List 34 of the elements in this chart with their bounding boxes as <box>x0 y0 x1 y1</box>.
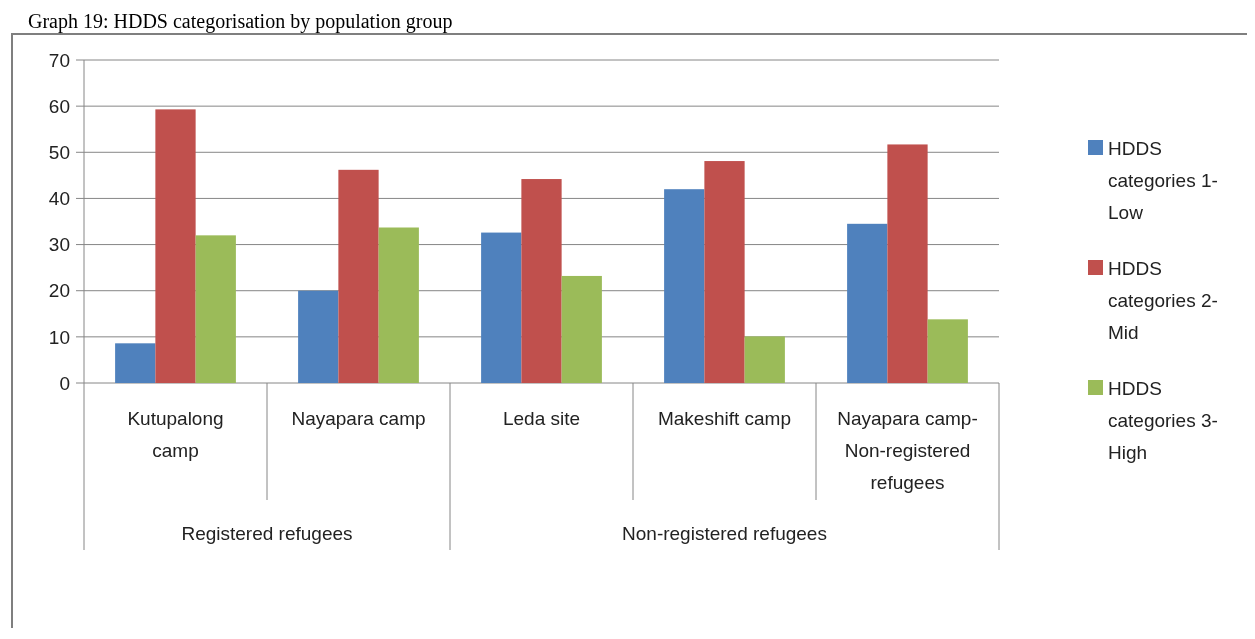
bar <box>664 189 705 383</box>
x-tick-label: Nayapara camp <box>291 408 426 429</box>
text: Non-registered refugees <box>622 523 827 544</box>
chart-title: Graph 19: HDDS categorisation by population group <box>28 10 453 33</box>
y-tick-label: 60 <box>48 95 70 117</box>
y-tick-label: 0 <box>59 372 70 394</box>
bar <box>195 235 236 383</box>
x-tick-label: Nayapara camp-Non-registered refugees <box>837 408 978 493</box>
y-tick-label: 10 <box>48 326 70 348</box>
x-tick-label: Makeshift camp <box>657 408 792 429</box>
y-tick-label: 70 <box>48 49 70 71</box>
bar <box>887 144 928 383</box>
y-tick-label: 40 <box>48 188 70 210</box>
bar <box>704 161 745 383</box>
bar <box>847 223 888 383</box>
bar <box>378 227 419 383</box>
x-tick-label: Leda site <box>502 408 581 429</box>
bar <box>338 169 379 383</box>
y-tick-label: 50 <box>48 141 70 163</box>
x-tick-label: Kutupalong camp <box>127 408 224 461</box>
bar <box>561 275 602 383</box>
bar <box>298 290 339 383</box>
bar <box>927 319 968 383</box>
bar <box>521 179 562 383</box>
legend-label: HDDS categories 1-Low <box>1108 137 1218 223</box>
y-tick-label: 20 <box>48 280 70 302</box>
legend-label: HDDS categories 3-High <box>1108 377 1218 463</box>
bar <box>115 343 156 383</box>
bar <box>744 336 785 383</box>
text: Registered refugees <box>181 523 353 544</box>
bar <box>481 232 522 383</box>
bar <box>155 109 196 383</box>
legend-label: HDDS categories 2-Mid <box>1108 257 1218 343</box>
y-tick-label: 30 <box>48 234 70 256</box>
